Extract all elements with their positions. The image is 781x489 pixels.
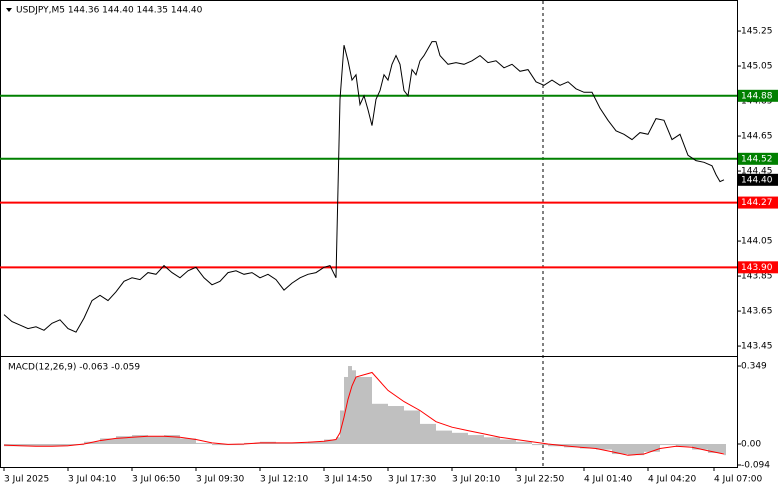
x-tick-label: 4 Jul 01:40 <box>584 475 633 485</box>
level-box <box>738 196 778 209</box>
histogram-bar <box>212 443 228 446</box>
x-tick-label: 3 Jul 14:50 <box>324 475 373 485</box>
level-label: 144.27 <box>741 198 773 208</box>
y-tick-label: 144.45 <box>741 167 773 177</box>
x-tick-label: 3 Jul 2025 <box>4 475 49 485</box>
histogram-bar <box>468 435 484 444</box>
histogram-bar <box>628 443 644 456</box>
histogram-bar <box>500 439 516 444</box>
y-tick-label: 144.65 <box>741 132 773 142</box>
x-tick-label: 3 Jul 12:10 <box>260 475 309 485</box>
level-box <box>738 89 778 102</box>
histogram-bar <box>516 441 532 444</box>
x-tick-label: 3 Jul 04:10 <box>68 475 117 485</box>
histogram-bar <box>580 443 596 449</box>
x-tick-label: 3 Jul 22:50 <box>516 475 565 485</box>
y-tick-label: 143.65 <box>741 307 773 317</box>
histogram-bar <box>356 376 372 444</box>
histogram-bar <box>660 443 676 446</box>
plot-frame <box>0 0 738 468</box>
level-label: 143.90 <box>741 263 773 273</box>
x-tick-label: 3 Jul 09:30 <box>196 475 245 485</box>
histogram-bar <box>36 443 52 447</box>
histogram-bar <box>452 432 468 444</box>
histogram-bar <box>132 435 148 444</box>
histogram-bar <box>708 443 724 453</box>
x-tick-label: 3 Jul 17:30 <box>388 475 437 485</box>
histogram-bar <box>148 436 164 444</box>
histogram-bar <box>644 443 660 452</box>
histogram-bar <box>20 443 36 447</box>
y-tick-label: -0.094 <box>741 460 770 470</box>
histogram-bar <box>532 443 548 446</box>
histogram-bar <box>596 443 612 450</box>
level-label: 144.88 <box>741 91 773 101</box>
level-box <box>738 152 778 165</box>
histogram-bar <box>348 366 352 444</box>
histogram-bar <box>324 439 336 444</box>
y-tick-label: 143.85 <box>741 272 773 282</box>
price-line <box>3 41 725 333</box>
histogram-bar <box>484 437 500 444</box>
histogram-bar <box>100 438 116 444</box>
x-tick-label: 4 Jul 04:20 <box>648 475 697 485</box>
price-box <box>738 173 778 186</box>
histogram-bar <box>164 435 180 444</box>
y-tick-label: 145.25 <box>741 27 773 37</box>
menu-arrow <box>6 8 12 12</box>
histogram-bar <box>180 438 196 444</box>
histogram-bar <box>308 441 324 444</box>
indicator-title: MACD(12,26,9) -0.063 -0.059 <box>8 363 140 373</box>
histogram-bar <box>404 410 420 444</box>
y-tick-label: 0.349 <box>741 362 767 372</box>
y-tick-label: 0.00 <box>741 439 761 449</box>
y-tick-label: 144.05 <box>741 237 773 247</box>
histogram-bar <box>336 437 340 444</box>
x-tick-label: 4 Jul 07:00 <box>714 475 763 485</box>
y-tick-label: 143.45 <box>741 342 773 352</box>
histogram-bar <box>388 406 404 444</box>
histogram-bar <box>724 443 726 456</box>
histogram-bar <box>292 442 308 444</box>
signal-line <box>3 371 725 456</box>
x-tick-label: 3 Jul 06:50 <box>132 475 181 485</box>
x-tick-label: 3 Jul 20:10 <box>452 475 501 485</box>
histogram-bar <box>84 441 100 444</box>
level-box <box>738 261 778 274</box>
histogram-bar <box>196 442 212 444</box>
histogram-bar <box>676 443 692 447</box>
chart-title: USDJPY,M5 144.36 144.40 144.35 144.40 <box>16 6 203 16</box>
histogram-bar <box>340 410 344 444</box>
histogram-bar <box>372 403 388 444</box>
histogram-bar <box>52 443 68 447</box>
histogram-bar <box>352 370 356 444</box>
price-label: 144.40 <box>741 175 773 185</box>
y-tick-label: 145.05 <box>741 62 773 72</box>
level-label: 144.52 <box>741 154 773 164</box>
histogram-bar <box>116 436 132 444</box>
histogram-bar <box>612 443 628 455</box>
histogram-bar <box>436 430 452 444</box>
histogram-bar <box>420 423 436 444</box>
histogram-bar <box>276 442 292 444</box>
histogram-bar <box>564 443 580 448</box>
histogram-bar <box>692 443 708 450</box>
